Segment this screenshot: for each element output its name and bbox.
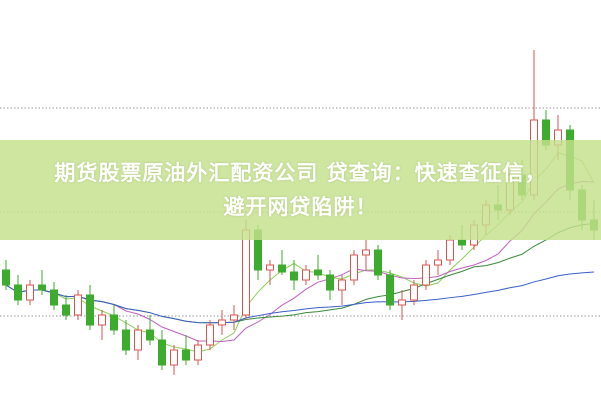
candle-body [350,254,358,281]
candle-body [458,239,466,246]
candle-body [50,289,58,306]
candle-body [122,329,130,351]
title-line-2: 避开网贷陷阱！ [223,195,378,219]
candle-body [218,319,226,326]
candle-body [374,249,382,276]
candle-body [434,259,442,266]
candle-body [158,339,166,366]
candle-body [182,349,190,361]
candle-body [278,264,286,273]
candle-body [110,314,118,331]
candle-body [38,284,46,291]
candle-body [302,269,310,281]
title-line-1: 期货股票原油外汇配资公司 贷查询：快速查征信， [54,161,547,185]
candle-body [398,299,406,306]
candle-body [194,344,202,361]
candle-body [446,239,454,261]
candle-body [206,324,214,346]
candle-body [98,314,106,326]
candle-body [422,264,430,286]
candle-body [326,274,334,291]
candle-body [170,349,178,366]
candle-body [338,279,346,291]
candle-body [386,274,394,306]
candle-body [62,304,70,316]
candle-body [314,269,322,276]
candle-body [2,269,10,286]
candle-body [86,294,94,326]
candle-body [242,229,250,316]
candle-body [14,284,22,301]
candle-body [146,329,154,341]
candle-body [362,249,370,256]
candle-body [290,271,298,281]
candle-body [230,314,238,321]
candle-body [134,329,142,351]
candle-body [74,294,82,316]
ma60-line [5,271,595,324]
candle-body [410,284,418,301]
candle-body [26,284,34,301]
title-banner: 期货股票原油外汇配资公司 贷查询：快速查征信， 避开网贷陷阱！ [0,140,601,240]
candle-body [266,264,274,271]
